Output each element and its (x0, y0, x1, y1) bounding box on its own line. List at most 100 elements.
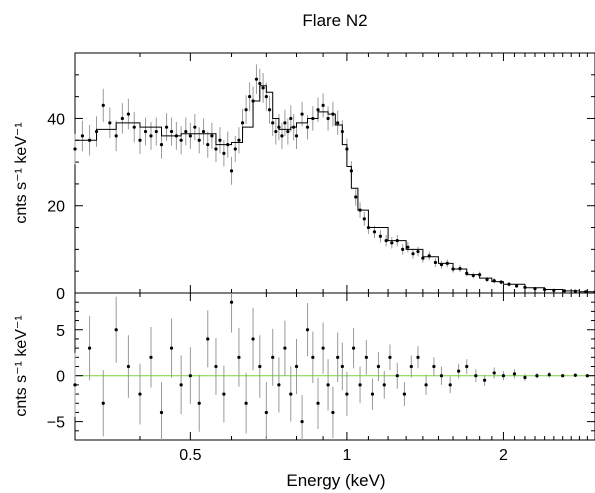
x-tick-label: 0.5 (179, 447, 201, 464)
data-point (294, 134, 299, 138)
data-point (286, 129, 290, 134)
data-point (406, 245, 410, 249)
data-point (321, 103, 325, 107)
chart-title: Flare N2 (302, 11, 367, 30)
data-point (289, 116, 293, 121)
spectrum-model-line (75, 85, 595, 293)
data-point (401, 247, 405, 251)
data-point (402, 392, 407, 396)
data-point (188, 374, 192, 378)
data-point (206, 337, 210, 341)
x-tick-label: 2 (499, 447, 508, 464)
data-point (237, 355, 241, 359)
data-point (326, 116, 330, 121)
data-point (169, 129, 174, 134)
data-point (149, 355, 153, 359)
data-point (433, 260, 438, 265)
data-point (179, 138, 183, 142)
data-point (274, 129, 278, 134)
residual-panel-frame (74, 292, 595, 441)
data-point (164, 125, 169, 129)
data-point (416, 355, 420, 359)
data-point (354, 195, 358, 199)
data-point (305, 125, 310, 129)
data-point (114, 134, 118, 138)
data-point (277, 383, 281, 387)
data-point (73, 147, 77, 151)
data-point (73, 383, 77, 387)
data-point (474, 374, 478, 378)
data-point (248, 95, 252, 99)
y-tick-label: 0 (56, 286, 65, 303)
data-point (222, 151, 226, 155)
data-point (169, 346, 174, 350)
data-point (573, 373, 577, 377)
data-point (465, 364, 469, 369)
x-tick-label: 1 (342, 447, 351, 464)
data-point (283, 346, 287, 350)
data-point (340, 364, 344, 369)
data-point (326, 383, 330, 387)
data-point (149, 134, 153, 138)
data-point (229, 300, 234, 304)
data-point (218, 138, 222, 142)
data-point (201, 129, 206, 134)
data-point (300, 420, 304, 424)
data-point (512, 372, 517, 376)
data-point (261, 86, 265, 90)
data-point (222, 392, 226, 396)
data-point (351, 346, 356, 350)
data-point (126, 112, 130, 116)
data-point (143, 129, 148, 134)
data-point (424, 383, 428, 387)
data-point (514, 284, 519, 288)
data-point (561, 374, 565, 378)
residual-data-points (73, 293, 589, 440)
data-point (258, 364, 262, 369)
data-point (382, 383, 386, 387)
data-point (311, 355, 315, 359)
data-point (439, 263, 444, 267)
y-tick-label: 40 (47, 111, 65, 128)
data-point (87, 346, 92, 350)
data-point (316, 401, 320, 405)
data-point (132, 125, 136, 129)
data-point (547, 373, 551, 377)
spectrum-data-points (73, 64, 595, 294)
data-point (101, 103, 105, 107)
data-point (485, 277, 489, 282)
y-tick-label: 20 (47, 199, 65, 216)
data-point (197, 401, 201, 405)
data-point (409, 364, 413, 369)
data-point (254, 77, 259, 81)
data-point (264, 95, 268, 99)
data-point (585, 374, 589, 378)
x-axis-label: Energy (keV) (286, 471, 385, 490)
data-point (237, 138, 241, 142)
data-point (535, 374, 539, 378)
data-point (271, 355, 275, 359)
data-point (283, 121, 287, 125)
data-point (244, 108, 248, 112)
data-point (159, 143, 164, 147)
data-point (120, 116, 124, 121)
data-point (492, 371, 496, 375)
data-point (214, 147, 218, 151)
data-point (501, 374, 506, 378)
data-point (197, 138, 201, 142)
data-point (316, 108, 320, 112)
data-point (210, 134, 214, 138)
residual-ticks: −5 0 5 0.5 1 2 (47, 293, 595, 464)
data-point (376, 364, 381, 369)
data-point (294, 364, 299, 369)
data-point (362, 217, 366, 221)
y-tick-label: −5 (47, 415, 65, 432)
data-point (390, 241, 394, 245)
data-point (229, 169, 234, 173)
data-point (271, 121, 275, 125)
data-point (432, 364, 436, 369)
data-point (214, 364, 218, 369)
data-point (523, 375, 527, 380)
data-point (395, 374, 399, 378)
